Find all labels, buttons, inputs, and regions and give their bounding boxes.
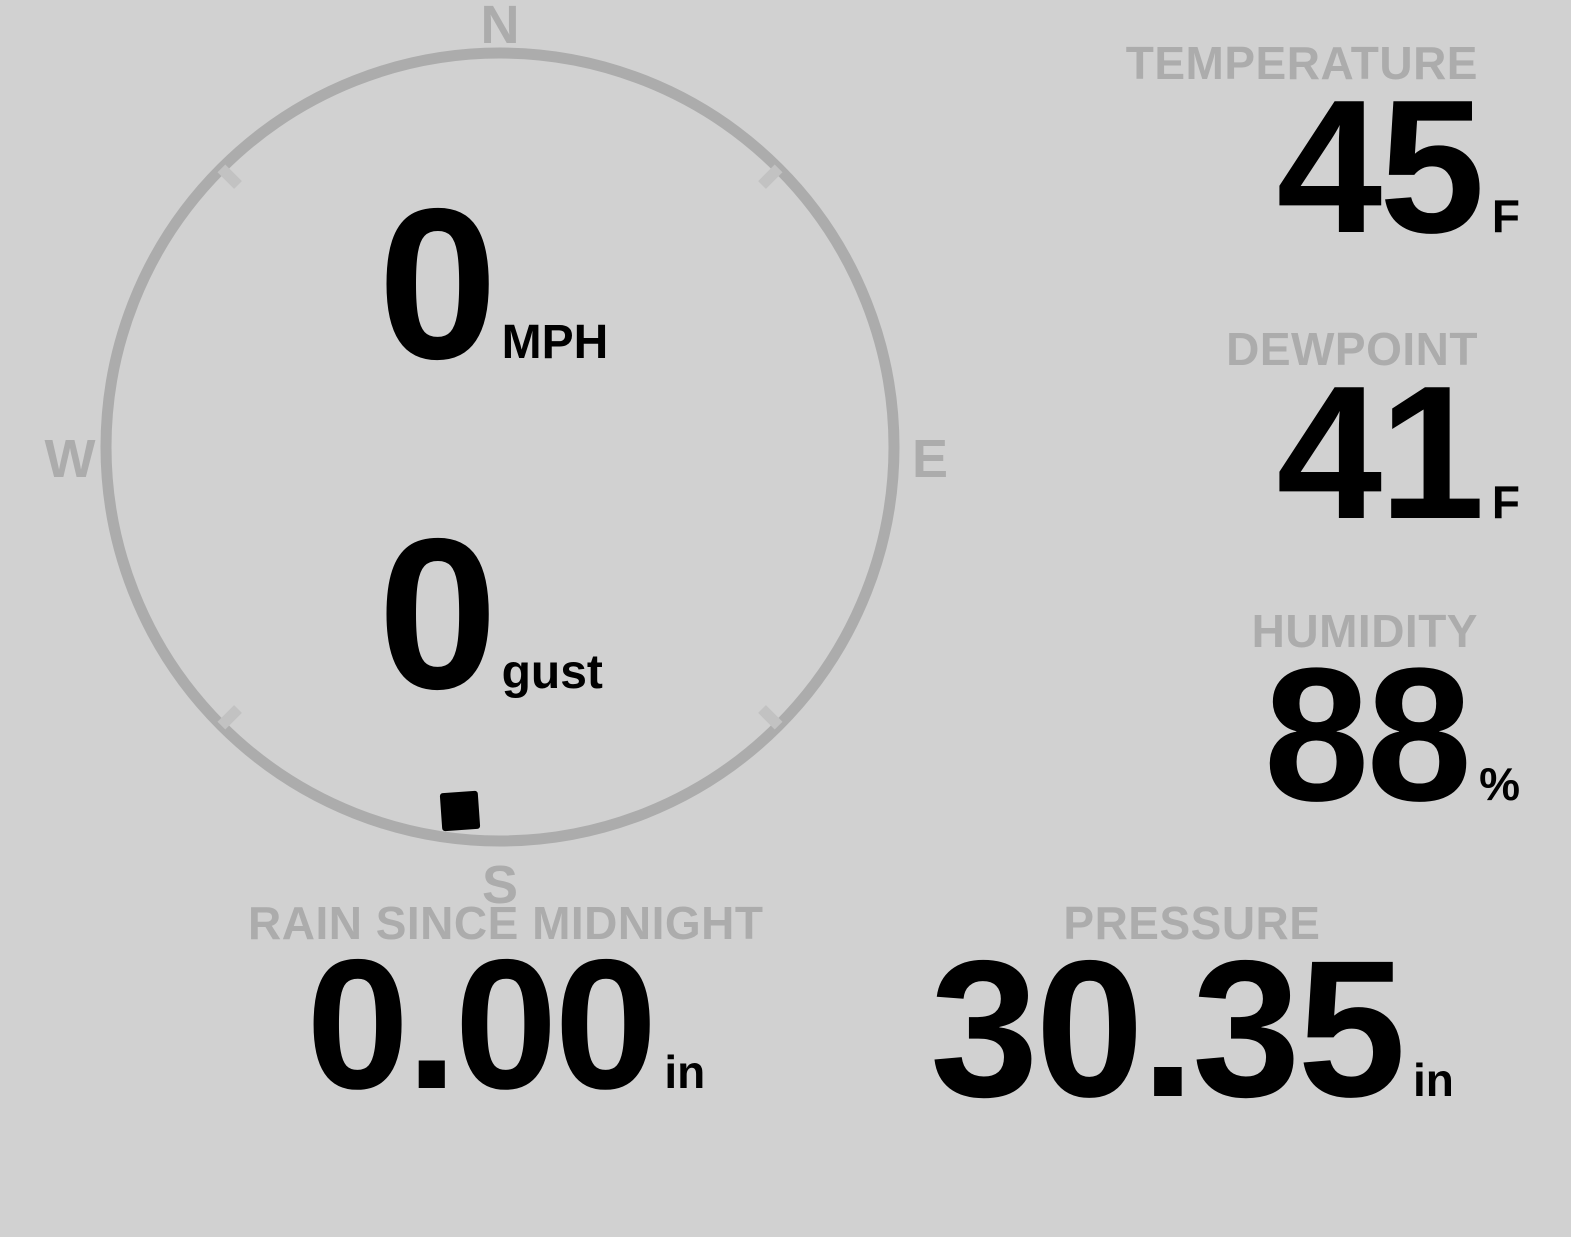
- stat-humidity-value: 88: [1263, 629, 1472, 841]
- wind-speed-readout: 0 MPH: [378, 163, 609, 404]
- stat-rain-value: 0.00: [306, 922, 657, 1128]
- wind-speed-value: 0: [378, 163, 498, 404]
- stat-rain-unit: in: [664, 1046, 706, 1098]
- stat-dewpoint-unit: F: [1491, 476, 1520, 528]
- stat-humidity-value-row: 88 %: [1252, 629, 1520, 841]
- stat-rain-since-midnight: RAIN SINCE MIDNIGHT 0.00 in: [248, 897, 764, 1128]
- stat-dewpoint-value-row: 41 F: [1226, 347, 1520, 559]
- stat-temperature-value-row: 45 F: [1126, 61, 1520, 273]
- compass-label-south: S: [481, 855, 519, 915]
- compass-dial-icon: [100, 47, 900, 847]
- stat-pressure-unit: in: [1412, 1054, 1454, 1106]
- wind-gust-value: 0: [378, 493, 498, 734]
- wind-direction-marker-icon: [439, 790, 481, 832]
- stat-pressure: PRESSURE 30.35 in: [930, 897, 1454, 1138]
- stat-humidity-label: HUMIDITY: [1251, 605, 1478, 657]
- stat-temperature-label: TEMPERATURE: [1125, 37, 1478, 89]
- wind-gust-unit: gust: [501, 646, 603, 699]
- stat-humidity-unit: %: [1479, 758, 1520, 810]
- stat-rain-label: RAIN SINCE MIDNIGHT: [248, 897, 764, 949]
- stat-pressure-value-row: 30.35 in: [930, 920, 1454, 1138]
- stat-humidity: HUMIDITY 88 %: [1251, 605, 1520, 841]
- stat-temperature-unit: F: [1491, 190, 1520, 242]
- wind-gust-readout: 0 gust: [378, 493, 603, 734]
- stat-dewpoint-label: DEWPOINT: [1226, 323, 1478, 375]
- wind-compass-panel: N S W E 0 MPH 0 gust: [0, 0, 1000, 912]
- compass-label-north: N: [480, 0, 520, 55]
- stat-pressure-label: PRESSURE: [1063, 897, 1321, 949]
- stat-rain-value-row: 0.00 in: [248, 922, 764, 1128]
- stat-dewpoint-value: 41: [1276, 347, 1485, 559]
- stat-pressure-value: 30.35: [930, 920, 1406, 1138]
- stat-temperature: TEMPERATURE 45 F: [1125, 37, 1520, 273]
- compass-label-west: W: [44, 429, 96, 489]
- wind-speed-unit: MPH: [501, 316, 609, 369]
- stat-temperature-value: 45: [1276, 61, 1485, 273]
- stat-dewpoint: DEWPOINT 41 F: [1226, 323, 1520, 559]
- compass-label-east: E: [911, 429, 949, 489]
